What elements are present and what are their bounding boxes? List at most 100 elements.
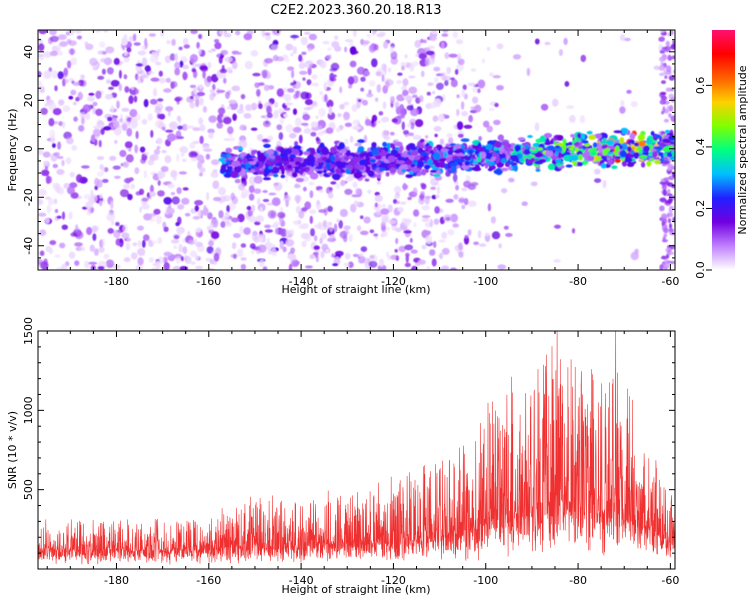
spectrogram-cell — [243, 33, 253, 41]
spectrogram-cell — [405, 253, 409, 263]
spectrogram-cell — [508, 177, 515, 183]
spectrogram-cell — [276, 124, 283, 131]
spectrogram-cell — [382, 101, 387, 110]
spectrogram-cell — [208, 240, 214, 247]
spectrogram-cell — [458, 250, 465, 259]
spectrogram-cell — [233, 233, 241, 239]
spectrogram-cell — [250, 50, 258, 57]
spectrogram-cell — [667, 54, 671, 60]
spectrogram-cell — [577, 154, 583, 161]
spectrogram-cell — [188, 151, 198, 158]
spectrogram-cell — [642, 151, 650, 156]
spectrogram-cell — [143, 170, 147, 179]
spectrogram-cell — [124, 51, 128, 56]
spectrogram-cell — [425, 50, 435, 56]
spectrogram-cell — [606, 139, 615, 146]
spectrogram-cell — [300, 232, 310, 239]
spectrogram-cell — [453, 149, 462, 154]
spectrogram-cell — [543, 132, 553, 139]
spectrogram-cell — [510, 154, 519, 161]
spectrogram-cell — [456, 94, 460, 99]
spectrogram-cell — [602, 144, 608, 149]
spectrogram-cell — [497, 134, 504, 141]
spectrogram-cell — [371, 149, 379, 156]
spectrogram-cell — [213, 196, 222, 202]
spectrogram-cell — [417, 160, 424, 168]
spectrogram-cell — [226, 205, 230, 213]
spectrogram-cell — [273, 109, 279, 119]
spectrogram-cell — [197, 210, 203, 218]
spectrogram-cell — [461, 89, 466, 98]
spectrogram-cell — [155, 140, 160, 144]
spectrogram-cell — [580, 133, 586, 140]
spectrogram-cell — [103, 253, 110, 260]
spectrogram-cell — [137, 75, 141, 84]
spectrogram-cell — [624, 37, 631, 42]
spectrogram-cell — [371, 122, 376, 128]
spectrogram-cell — [389, 131, 395, 136]
spectrogram-cell — [173, 245, 178, 250]
x-tick-label: -80 — [569, 574, 587, 587]
spectrogram-cell — [668, 228, 674, 232]
spectrogram-cell — [157, 237, 163, 245]
spectrogram-cell — [98, 41, 106, 48]
spectrogram-cell — [123, 56, 130, 63]
spectrogram-cell — [352, 125, 362, 131]
spectrogram-cell — [106, 79, 111, 84]
spectrogram-cell — [141, 197, 149, 202]
spectrogram-cell — [213, 252, 220, 262]
spectrogram-cell — [316, 137, 321, 145]
spectrogram-cell — [274, 101, 279, 108]
spectrogram-cell — [290, 82, 295, 86]
spectrogram-cell — [417, 147, 424, 154]
spectrogram-cell — [54, 254, 61, 258]
spectrogram-cell — [654, 134, 662, 139]
spectrogram-cell — [157, 98, 164, 102]
spectrogram-cell — [426, 145, 433, 150]
spectrogram-cell — [447, 229, 455, 236]
spectrogram-cell — [319, 142, 325, 149]
spectrogram-cell — [89, 244, 96, 252]
spectrogram-cell — [38, 43, 45, 52]
spectrogram-cell — [373, 44, 379, 51]
spectrogram-cell — [456, 53, 462, 61]
spectrogram-cell — [463, 180, 471, 188]
spectrogram-cell — [194, 228, 202, 233]
spectrogram-cell — [70, 89, 77, 96]
spectrogram-cell — [264, 32, 271, 36]
spectrogram-cell — [151, 51, 158, 58]
spectrogram-cell — [135, 88, 140, 95]
spectrogram-cell — [643, 145, 650, 153]
spectrogram-cell — [421, 244, 427, 250]
spectrogram-cell — [182, 187, 189, 191]
spectrogram-cell — [242, 158, 248, 164]
spectrogram-cell — [425, 235, 433, 244]
spectrogram-cell — [38, 198, 44, 206]
spectrogram-cell — [554, 151, 559, 156]
spectrogram-cell — [92, 194, 98, 202]
spectrogram-cell — [203, 148, 213, 152]
spectrogram-cell — [265, 120, 269, 125]
spectrogram-cell — [80, 74, 85, 80]
spectrogram-x-axis-label: Height of straight line (km) — [281, 283, 430, 296]
spectrogram-cell — [121, 123, 128, 131]
spectrogram-cell — [86, 226, 93, 236]
spectrogram-cell — [371, 163, 377, 169]
spectrogram-cell — [390, 51, 398, 60]
spectrogram-cell — [369, 229, 375, 234]
spectrogram-cell — [653, 146, 661, 150]
spectrogram-cell — [389, 46, 395, 53]
spectrogram-cell — [280, 174, 286, 179]
spectrogram-cell — [410, 108, 419, 117]
spectrogram-cell — [208, 115, 217, 123]
spectrogram-cell — [298, 210, 305, 219]
spectrogram-cell — [313, 245, 320, 251]
x-tick-label: -180 — [104, 574, 129, 587]
spectrogram-cell — [295, 205, 301, 214]
spectrogram-cell — [107, 228, 114, 234]
spectrogram-cell — [539, 137, 547, 141]
spectrogram-cell — [155, 260, 161, 270]
spectrogram-cell — [64, 78, 69, 84]
spectrogram-cell — [292, 46, 297, 55]
spectrogram-cell — [653, 65, 661, 71]
